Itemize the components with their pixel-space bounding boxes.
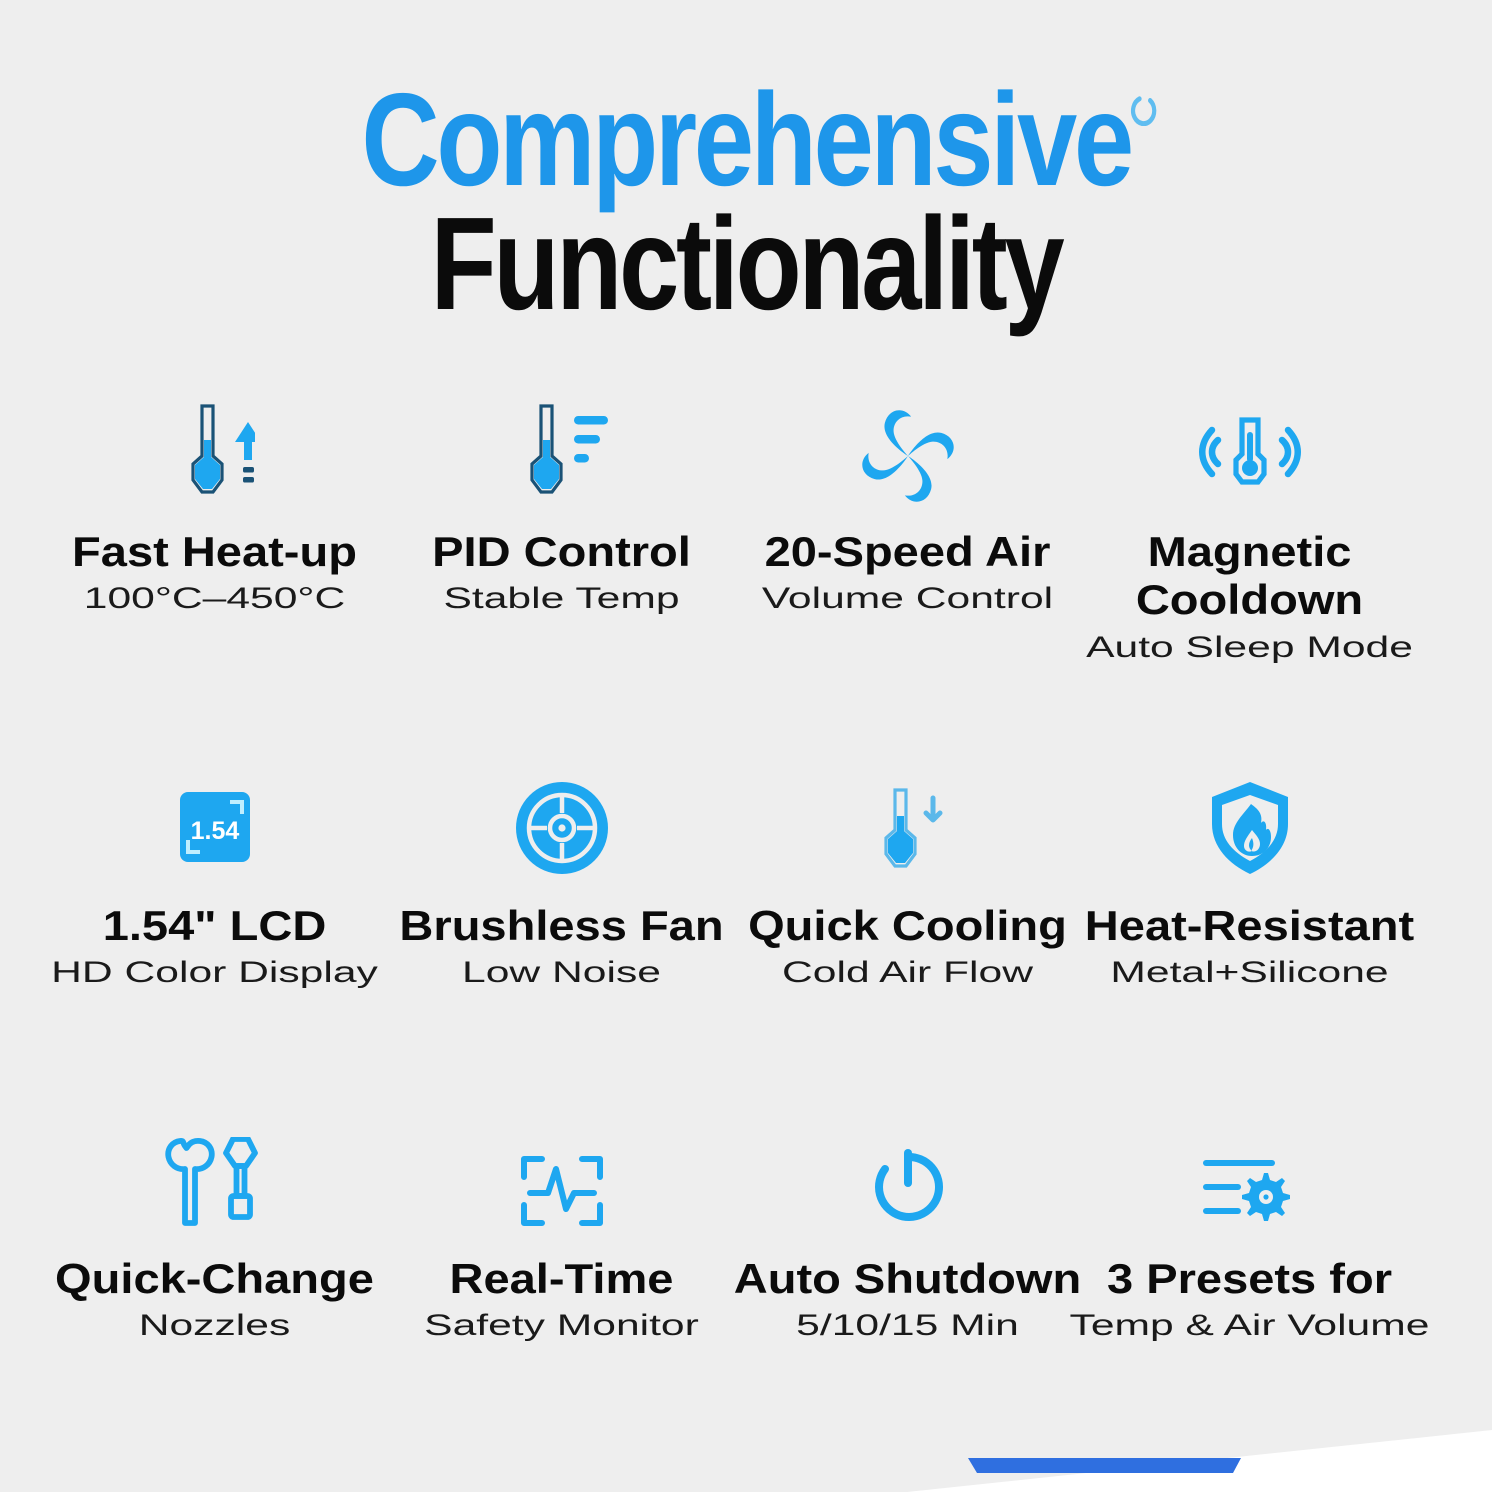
svg-text:1.54: 1.54 [190, 817, 239, 845]
